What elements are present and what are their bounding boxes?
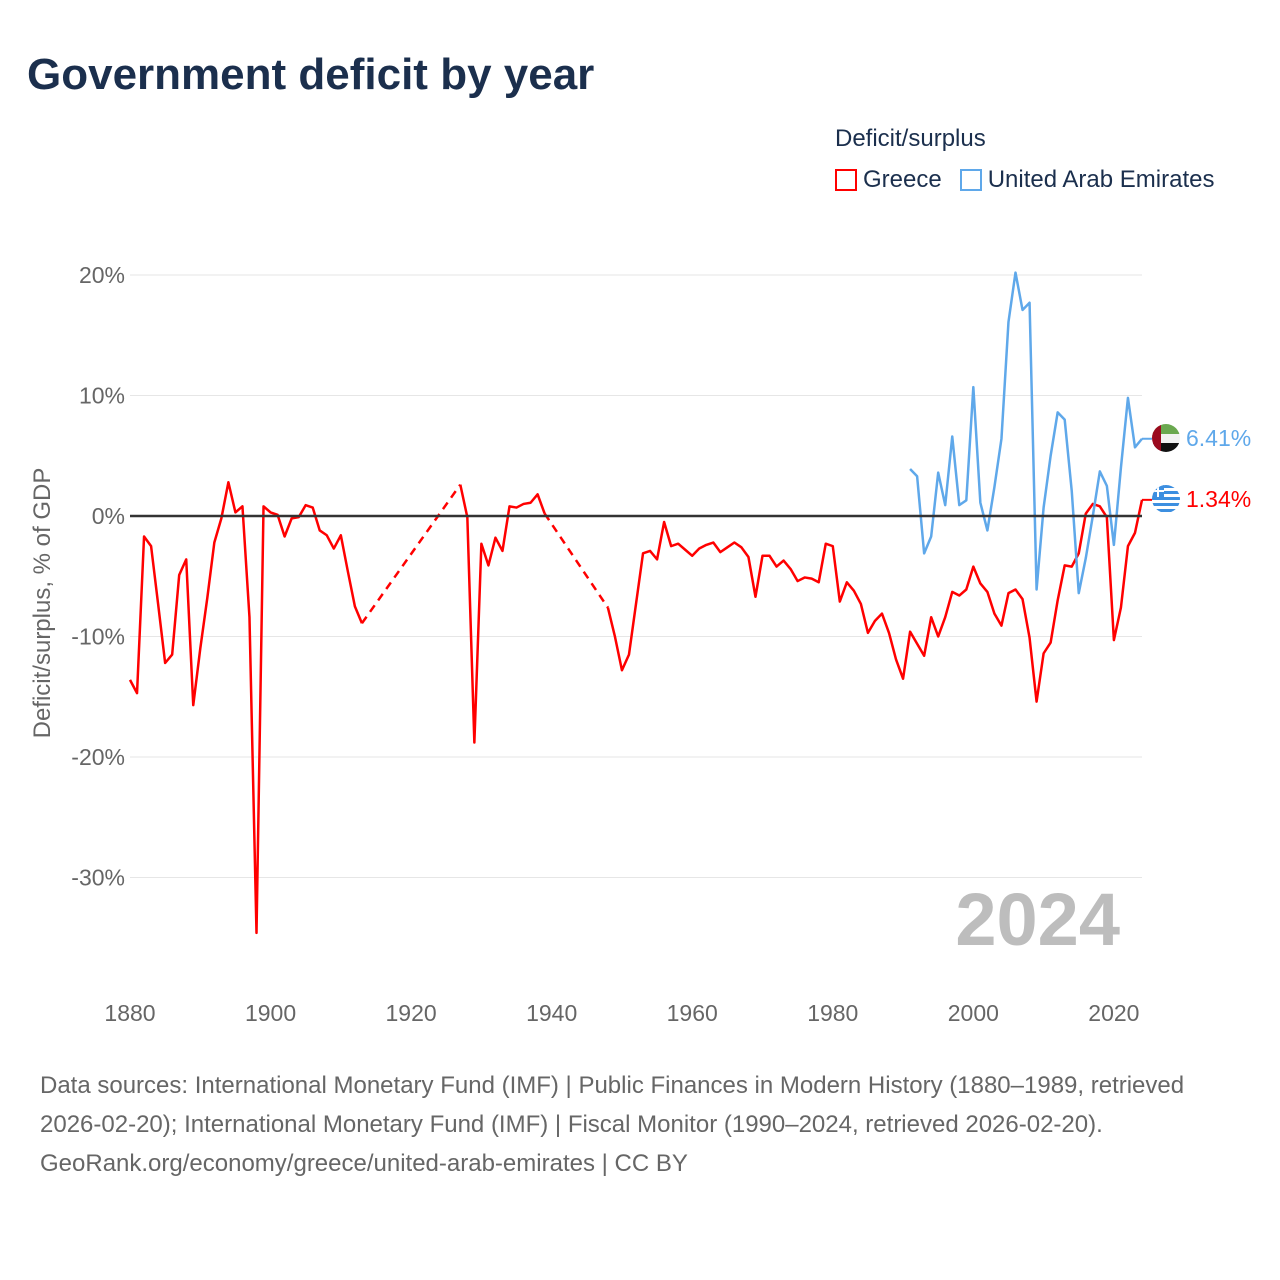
x-tick-label: 1880 — [104, 1000, 155, 1026]
uae-flag-icon — [1152, 424, 1180, 452]
data-sources: Data sources: International Monetary Fun… — [40, 1072, 1185, 1138]
year-watermark: 2024 — [955, 878, 1120, 961]
y-tick-label: -20% — [71, 744, 125, 770]
greece-end-label: 1.34% — [1186, 486, 1251, 512]
greece-flag-icon — [1152, 485, 1180, 513]
legend-item-greece[interactable]: Greece — [835, 166, 942, 194]
greece-line-segment — [459, 484, 546, 744]
x-tick-label: 2020 — [1088, 1000, 1139, 1026]
legend-label-uae: United Arab Emirates — [987, 166, 1215, 193]
x-tick-label: 1980 — [807, 1000, 858, 1026]
uae-line-segment — [909, 271, 1143, 595]
x-tick-label: 1920 — [386, 1000, 437, 1026]
y-tick-label: -10% — [71, 624, 125, 650]
legend-item-uae[interactable]: United Arab Emirates — [959, 166, 1215, 194]
x-tick-label: 1900 — [245, 1000, 296, 1026]
greece-line-segment — [606, 499, 1144, 703]
y-tick-label: -30% — [71, 865, 125, 891]
chart-plot: 20% 10% 0% -10% -20% -30% 1880 1900 1920 1940 1960… — [29, 262, 1251, 1026]
x-tick-label: 2000 — [948, 1000, 999, 1026]
uae-end-label: 6.41% — [1186, 425, 1251, 451]
legend-label-greece: Greece — [863, 166, 942, 193]
greece-gap-dashed — [543, 512, 609, 609]
credit-link[interactable]: GeoRank.org/economy/greece/united-arab-e… — [40, 1150, 688, 1177]
legend-swatch-greece — [835, 169, 857, 191]
x-tick-label: 1940 — [526, 1000, 577, 1026]
y-tick-label: 0% — [92, 503, 125, 529]
greece-gap-dashed — [360, 483, 462, 624]
greece-line-segment — [128, 481, 364, 935]
footer: Data sources: International Monetary Fun… — [40, 1066, 1240, 1183]
y-tick-label: 10% — [79, 383, 125, 409]
series-greece — [128, 481, 1152, 935]
y-axis-label: Deficit/surplus, % of GDP — [29, 468, 56, 739]
series-uae — [909, 271, 1152, 595]
chart-title: Government deficit by year — [27, 50, 595, 99]
y-tick-label: 20% — [79, 262, 125, 288]
legend: Greece United Arab Emirates — [835, 166, 1214, 194]
legend-title: Deficit/surplus — [835, 125, 986, 152]
legend-swatch-uae — [959, 169, 982, 191]
x-tick-label: 1960 — [667, 1000, 718, 1026]
